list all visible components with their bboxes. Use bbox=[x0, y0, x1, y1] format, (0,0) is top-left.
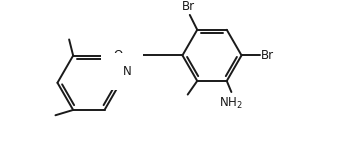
Text: O: O bbox=[113, 49, 122, 62]
Text: Br: Br bbox=[261, 49, 274, 62]
Text: Br: Br bbox=[182, 0, 195, 13]
Text: N: N bbox=[122, 65, 131, 78]
Text: NH$_2$: NH$_2$ bbox=[220, 96, 243, 111]
